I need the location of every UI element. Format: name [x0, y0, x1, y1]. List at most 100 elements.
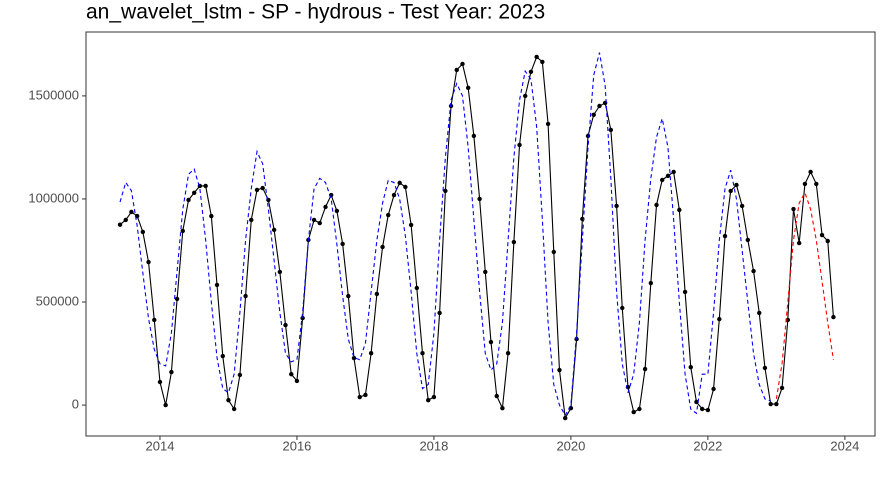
data-point [654, 202, 659, 208]
data-point [129, 209, 134, 215]
data-point [140, 229, 146, 235]
data-point [186, 197, 191, 203]
x-tick-label: 2018 [419, 438, 448, 453]
data-point [563, 415, 568, 421]
data-point [768, 401, 773, 407]
data-point [380, 244, 385, 250]
data-point [169, 369, 174, 375]
data-point [180, 228, 185, 234]
data-point [534, 54, 539, 60]
data-point [460, 61, 465, 67]
data-point [146, 259, 151, 265]
data-point [620, 305, 625, 311]
data-point [277, 269, 283, 275]
data-point [722, 233, 728, 239]
data-point [551, 249, 556, 255]
x-tick-label: 2016 [282, 438, 311, 453]
data-point [152, 317, 157, 323]
data-point [819, 232, 825, 238]
data-point [203, 183, 208, 189]
data-point [431, 394, 437, 400]
data-point [774, 401, 779, 407]
panel-border [85, 31, 876, 437]
data-point [351, 355, 357, 361]
y-tick-label: 1000000 [28, 190, 79, 205]
data-point [791, 206, 796, 212]
y-tick-label: 0 [72, 397, 79, 412]
data-point [249, 217, 254, 223]
data-point [334, 208, 340, 214]
data-point [294, 378, 300, 384]
data-point [477, 196, 482, 202]
data-point [734, 182, 739, 188]
data-point [163, 402, 168, 408]
data-point [220, 353, 225, 359]
data-point [511, 239, 517, 245]
data-point [488, 339, 494, 345]
data-point [660, 177, 665, 183]
data-point [694, 399, 699, 405]
data-point [357, 394, 362, 400]
data-point [614, 203, 619, 209]
data-point [311, 217, 317, 223]
data-point [671, 169, 676, 175]
data-point [414, 285, 420, 291]
data-point [745, 237, 751, 243]
data-point [117, 222, 123, 227]
data-point [174, 296, 180, 302]
data-point [340, 241, 345, 247]
data-point [254, 187, 260, 193]
data-point [517, 142, 522, 148]
data-point [363, 392, 368, 398]
data-point [814, 181, 819, 187]
data-point [426, 397, 431, 403]
data-point [123, 217, 128, 223]
data-point [682, 289, 688, 295]
data-point [448, 103, 454, 109]
data-point [323, 204, 328, 210]
data-point [505, 350, 511, 356]
data-point [443, 188, 448, 194]
data-point [192, 190, 197, 195]
data-point [711, 386, 716, 392]
data-point [500, 405, 505, 411]
data-point [557, 367, 562, 373]
data-point [226, 397, 231, 403]
data-point [637, 406, 642, 412]
data-point [808, 169, 813, 175]
data-point [260, 185, 265, 191]
data-point [271, 227, 277, 233]
data-point [540, 59, 545, 65]
data-point [437, 310, 442, 316]
data-point [545, 121, 551, 127]
data-point [591, 112, 596, 118]
data-point [608, 127, 614, 133]
data-point [420, 350, 425, 356]
data-point [289, 371, 294, 377]
data-point [283, 322, 288, 328]
data-point [688, 364, 693, 370]
data-point [528, 69, 534, 74]
x-tick-label: 2024 [830, 438, 859, 453]
data-point [648, 280, 654, 286]
data-point [705, 407, 711, 413]
data-point [346, 293, 351, 299]
data-point [825, 238, 830, 244]
data-point [796, 240, 802, 246]
data-point [802, 181, 808, 187]
data-point [368, 350, 374, 356]
data-point [700, 406, 705, 412]
data-point [243, 293, 248, 299]
data-point [403, 184, 408, 190]
data-point [739, 203, 745, 209]
data-point [465, 85, 471, 91]
data-point [677, 207, 682, 213]
data-point [391, 192, 397, 198]
data-point [762, 365, 768, 371]
data-point [728, 188, 733, 194]
data-point [397, 180, 402, 186]
data-point [597, 103, 602, 109]
data-point [471, 133, 477, 139]
